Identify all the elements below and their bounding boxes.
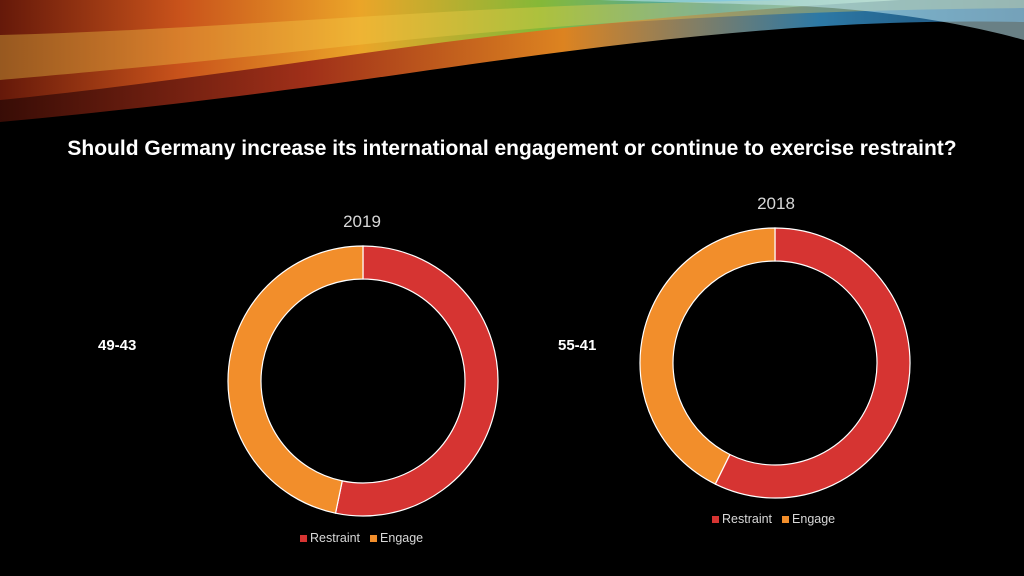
chart-2019-annotation: 49-43: [98, 337, 137, 354]
legend-label-engage: Engage: [380, 531, 424, 545]
decorative-banner: [0, 0, 1024, 122]
chart-2018-annotation: 55-41: [558, 337, 597, 354]
slice-engage: [639, 227, 776, 485]
chart-2018-legend: Restraint Engage: [712, 512, 841, 526]
legend-entry-restraint: Restraint: [300, 531, 360, 545]
chart-2019-legend: Restraint Engage: [300, 531, 429, 545]
legend-entry-restraint: Restraint: [712, 512, 772, 526]
slice-engage: [227, 245, 364, 514]
chart-2018-title: 2018: [757, 194, 795, 213]
legend-entry-engage: Engage: [370, 531, 423, 545]
legend-entry-engage: Engage: [782, 512, 835, 526]
legend-swatch-engage: [782, 515, 790, 523]
chart-2019-title: 2019: [343, 212, 381, 231]
legend-swatch-restraint: [300, 534, 307, 542]
chart-2018-donut: [639, 227, 911, 499]
slice-restraint: [334, 245, 499, 517]
legend-label-restraint: Restraint: [310, 531, 361, 545]
slice-restraint: [714, 227, 911, 499]
slide-title: Should Germany increase its internationa…: [67, 137, 957, 160]
legend-swatch-restraint: [712, 515, 719, 523]
chart-2019-donut: [227, 245, 499, 517]
legend-label-restraint: Restraint: [722, 512, 773, 526]
legend-label-engage: Engage: [792, 512, 836, 526]
legend-swatch-engage: [370, 534, 378, 542]
